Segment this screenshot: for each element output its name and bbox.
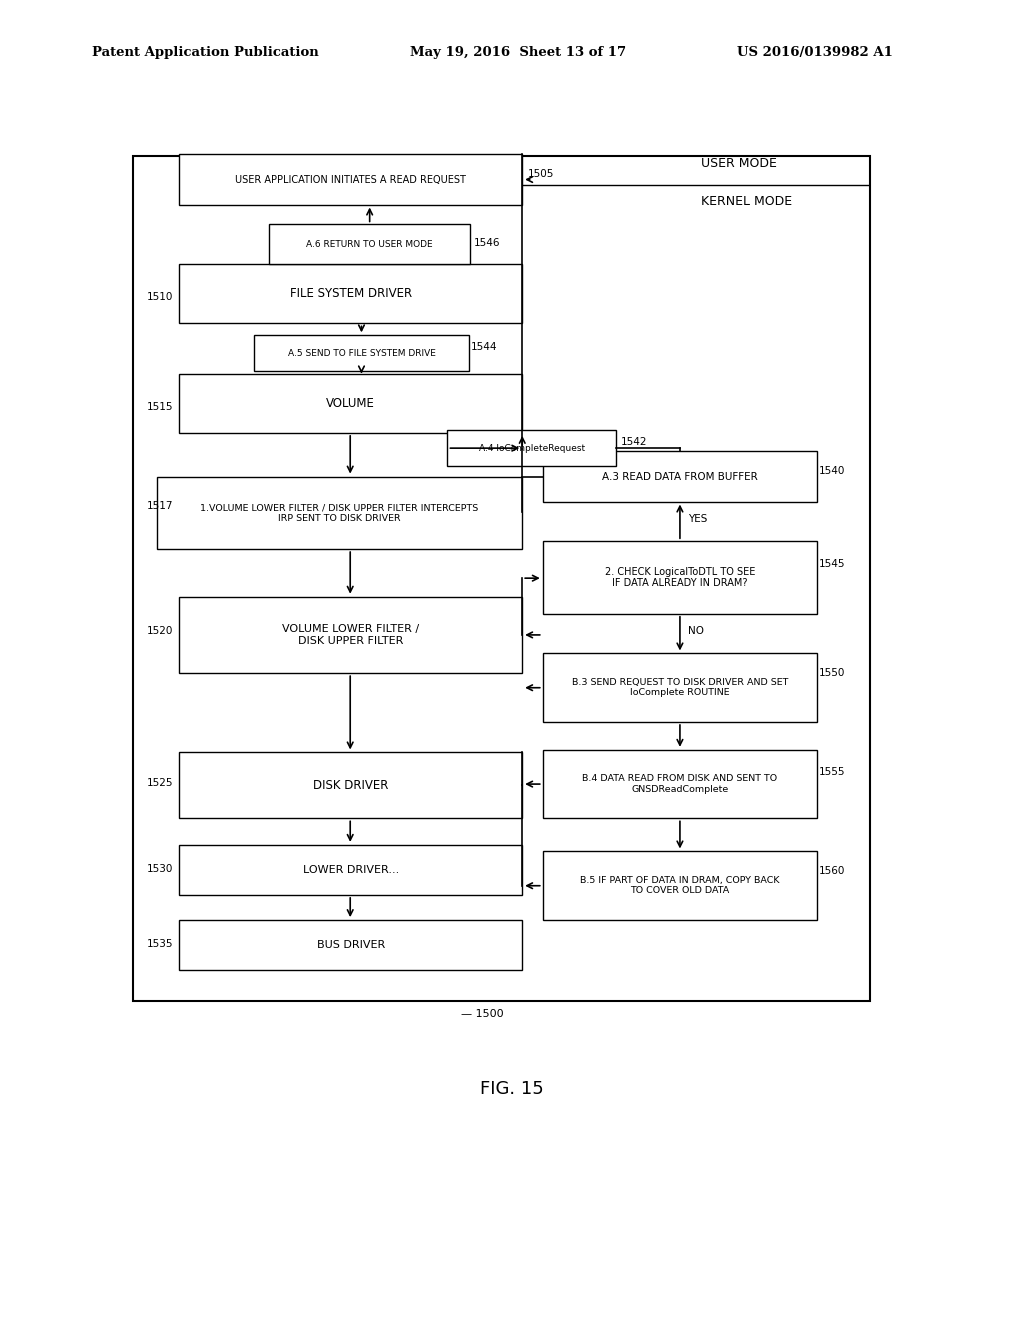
Text: 1540: 1540 [819,466,846,477]
Text: 2. CHECK LogicalToDTL TO SEE
IF DATA ALREADY IN DRAM?: 2. CHECK LogicalToDTL TO SEE IF DATA ALR… [605,566,755,589]
Text: VOLUME: VOLUME [327,397,375,409]
Text: 1546: 1546 [474,238,501,248]
FancyBboxPatch shape [179,154,522,205]
Text: 1505: 1505 [527,169,554,180]
Text: BUS DRIVER: BUS DRIVER [316,940,385,950]
Text: 1515: 1515 [146,401,173,412]
Text: 1510: 1510 [146,292,173,302]
FancyBboxPatch shape [157,477,522,549]
Text: YES: YES [688,513,708,524]
Text: VOLUME LOWER FILTER /
DISK UPPER FILTER: VOLUME LOWER FILTER / DISK UPPER FILTER [283,624,419,645]
Text: 1525: 1525 [146,777,173,788]
FancyBboxPatch shape [133,156,870,1001]
Text: US 2016/0139982 A1: US 2016/0139982 A1 [737,46,893,59]
Text: USER APPLICATION INITIATES A READ REQUEST: USER APPLICATION INITIATES A READ REQUES… [236,174,466,185]
FancyBboxPatch shape [269,224,470,264]
Text: 1520: 1520 [146,626,173,636]
FancyBboxPatch shape [179,845,522,895]
Text: DISK DRIVER: DISK DRIVER [313,779,388,792]
Text: B.5 IF PART OF DATA IN DRAM, COPY BACK
TO COVER OLD DATA: B.5 IF PART OF DATA IN DRAM, COPY BACK T… [581,876,779,895]
Text: — 1500: — 1500 [461,1008,504,1019]
FancyBboxPatch shape [543,750,817,818]
FancyBboxPatch shape [179,920,522,970]
FancyBboxPatch shape [543,851,817,920]
FancyBboxPatch shape [179,752,522,818]
Text: A.3 READ DATA FROM BUFFER: A.3 READ DATA FROM BUFFER [602,471,758,482]
Text: 1530: 1530 [146,863,173,874]
Text: 1555: 1555 [819,767,846,777]
Text: NO: NO [688,626,705,636]
Text: FIG. 15: FIG. 15 [480,1080,544,1098]
Text: 1560: 1560 [819,866,846,876]
FancyBboxPatch shape [179,374,522,433]
FancyBboxPatch shape [543,653,817,722]
Text: KERNEL MODE: KERNEL MODE [701,195,793,209]
FancyBboxPatch shape [543,541,817,614]
FancyBboxPatch shape [179,264,522,323]
Text: 1544: 1544 [471,342,498,352]
Text: LOWER DRIVER...: LOWER DRIVER... [303,865,398,875]
FancyBboxPatch shape [179,597,522,673]
FancyBboxPatch shape [447,430,616,466]
FancyBboxPatch shape [543,451,817,502]
Text: 1517: 1517 [146,500,173,511]
Text: A.4 IoCompleteRequest: A.4 IoCompleteRequest [479,444,585,453]
Text: 1542: 1542 [621,437,647,447]
Text: A.6 RETURN TO USER MODE: A.6 RETURN TO USER MODE [306,240,433,248]
Text: FILE SYSTEM DRIVER: FILE SYSTEM DRIVER [290,288,412,300]
FancyBboxPatch shape [254,335,469,371]
Text: USER MODE: USER MODE [701,157,777,170]
Text: 1535: 1535 [146,939,173,949]
Text: May 19, 2016  Sheet 13 of 17: May 19, 2016 Sheet 13 of 17 [410,46,626,59]
Text: 1550: 1550 [819,668,846,678]
Text: Patent Application Publication: Patent Application Publication [92,46,318,59]
Text: B.3 SEND REQUEST TO DISK DRIVER AND SET
IoComplete ROUTINE: B.3 SEND REQUEST TO DISK DRIVER AND SET … [571,678,788,697]
Text: 1.VOLUME LOWER FILTER / DISK UPPER FILTER INTERCEPTS
IRP SENT TO DISK DRIVER: 1.VOLUME LOWER FILTER / DISK UPPER FILTE… [201,503,478,523]
Text: B.4 DATA READ FROM DISK AND SENT TO
GNSDReadComplete: B.4 DATA READ FROM DISK AND SENT TO GNSD… [583,775,777,793]
Text: A.5 SEND TO FILE SYSTEM DRIVE: A.5 SEND TO FILE SYSTEM DRIVE [288,348,435,358]
Text: 1545: 1545 [819,558,846,569]
